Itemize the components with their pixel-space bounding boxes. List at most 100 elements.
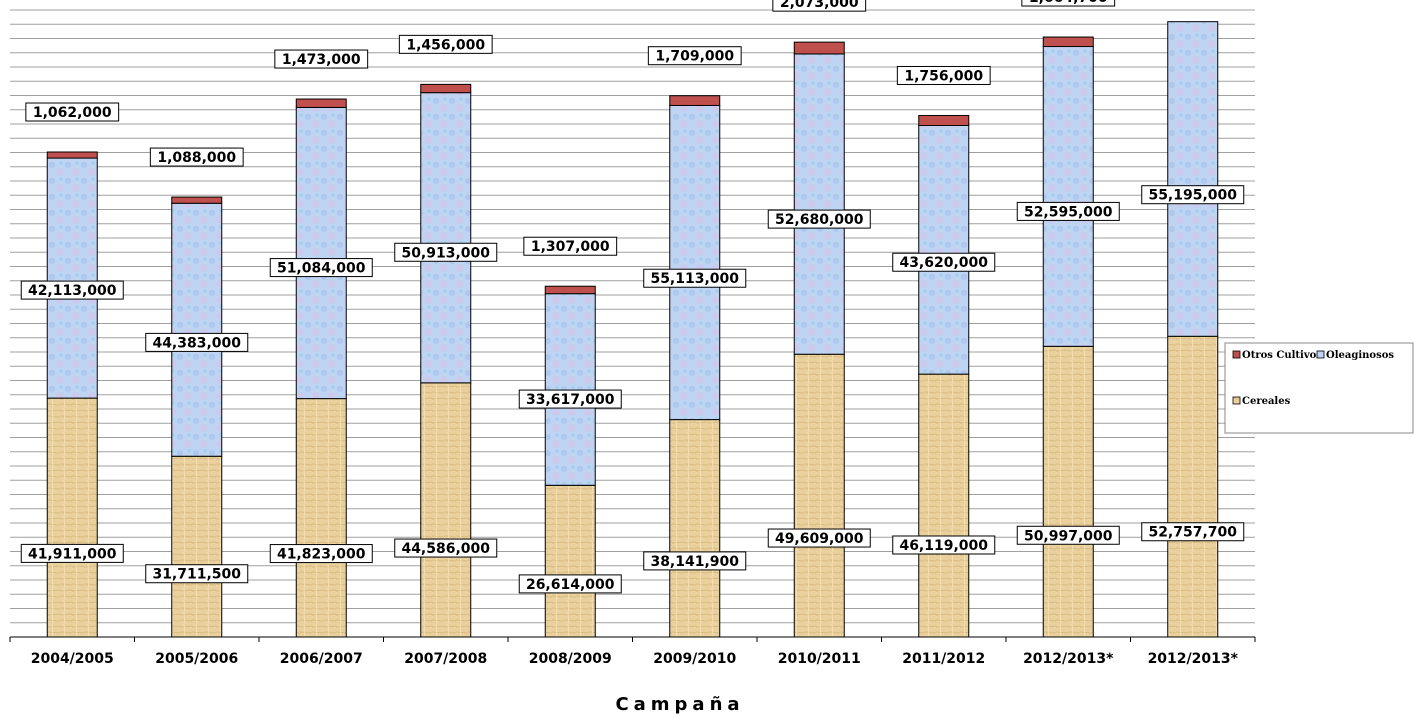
bar-cereales (793, 353, 845, 638)
value-label-cereales-box (767, 528, 871, 548)
value-label-cereales-box (1016, 525, 1120, 545)
bar-oleaginosos (918, 124, 970, 375)
x-tick-label: 2005/2006 (155, 651, 238, 667)
x-tick-label: 2009/2010 (653, 651, 736, 667)
value-label-oleaginosos-box (518, 389, 622, 409)
bar-cereales (544, 484, 596, 638)
value-label-otros-cultivos-box (1021, 0, 1116, 7)
value-label-oleaginosos-box (145, 332, 249, 352)
bar-otros-cultivos (295, 98, 347, 108)
bar-otros-cultivos (669, 95, 721, 106)
bar-oleaginosos (46, 157, 98, 399)
value-label-oleaginosos: 55,113,000 (650, 271, 739, 287)
value-label-oleaginosos: 52,595,000 (1024, 204, 1113, 220)
bar-cereales (1042, 345, 1094, 638)
bar-oleaginosos (669, 104, 721, 421)
bar-oleaginosos (1167, 21, 1219, 337)
value-label-cereales-box (643, 551, 747, 571)
x-axis-title: Campaña (615, 694, 744, 715)
value-label-otros-cultivos-box (647, 46, 742, 66)
value-label-otros-cultivos: 1,456,000 (406, 37, 485, 53)
legend-entry: Otros Cultivos (1242, 350, 1322, 361)
value-label-oleaginosos: 44,383,000 (152, 335, 241, 351)
value-label-otros-cultivos-box (896, 65, 991, 85)
bar-oleaginosos (793, 53, 845, 355)
x-tick-label: 2008/2009 (529, 651, 612, 667)
value-label-otros-cultivos-box (523, 236, 618, 256)
x-tick-label: 2012/2013* (1023, 651, 1114, 667)
x-axis: 2004/2005 2005/2006 2006/2007 2007/2008 2008… (9, 636, 1256, 667)
value-label-cereales-box (1141, 522, 1245, 542)
value-label-otros-cultivos: 1,062,000 (33, 105, 112, 121)
value-label-otros-cultivos: 1,664,700 (1029, 0, 1108, 6)
value-label-otros-cultivos-box (149, 147, 244, 167)
x-tick-label: 2004/2005 (31, 651, 114, 667)
value-label-oleaginosos-box (1016, 201, 1120, 221)
value-label-cereales: 31,711,500 (152, 567, 241, 583)
value-label-cereales: 50,997,000 (1024, 528, 1113, 544)
bar-oleaginosos (1042, 46, 1094, 347)
value-label-cereales-box (394, 538, 498, 558)
value-label-oleaginosos-box (1141, 185, 1245, 205)
value-label-cereales: 41,823,000 (277, 547, 366, 563)
value-label-cereales: 44,586,000 (401, 541, 490, 557)
bar-oleaginosos (295, 106, 347, 400)
value-label-oleaginosos: 50,913,000 (401, 245, 490, 261)
legend: Otros Cultivos Oleaginosos Cereales (1224, 342, 1414, 434)
value-label-cereales: 52,757,700 (1148, 525, 1237, 541)
bar-otros-cultivos (171, 196, 223, 204)
bar-cereales (1167, 335, 1219, 638)
bar-otros-cultivos (793, 41, 845, 55)
value-label-otros-cultivos-box (25, 102, 120, 122)
bar-cereales (420, 382, 472, 638)
bar-oleaginosos (171, 202, 223, 457)
bar-cereales (918, 373, 970, 638)
bars (46, 21, 1219, 638)
legend-swatch (1232, 350, 1241, 359)
bar-otros-cultivos (918, 114, 970, 126)
value-label-oleaginosos-box (892, 252, 996, 272)
bar-otros-cultivos (46, 151, 98, 159)
value-label-oleaginosos: 51,084,000 (277, 261, 366, 277)
x-tick-label: 2011/2012 (902, 651, 985, 667)
value-label-cereales: 41,911,000 (28, 546, 117, 562)
legend-swatch (1232, 396, 1241, 405)
legend-entry: Oleaginosos (1326, 350, 1394, 361)
value-label-oleaginosos-box (269, 258, 373, 278)
x-tick-label: 2010/2011 (778, 651, 861, 667)
value-label-oleaginosos: 55,195,000 (1148, 188, 1237, 204)
bar-cereales (46, 397, 98, 638)
value-label-oleaginosos-box (643, 268, 747, 288)
value-label-otros-cultivos-box (274, 49, 369, 69)
value-label-oleaginosos: 52,680,000 (775, 212, 864, 228)
bar-cereales (669, 419, 721, 638)
value-label-cereales: 38,141,900 (650, 554, 739, 570)
value-label-cereales-box (892, 535, 996, 555)
value-label-otros-cultivos-box (398, 34, 493, 54)
value-label-otros-cultivos: 1,756,000 (904, 68, 983, 84)
value-label-oleaginosos: 42,113,000 (28, 283, 117, 299)
value-label-cereales-box (20, 543, 124, 563)
bar-oleaginosos (544, 293, 596, 486)
bar-otros-cultivos (1042, 36, 1094, 48)
value-label-cereales-box (269, 544, 373, 564)
value-label-oleaginosos: 33,617,000 (526, 392, 615, 408)
value-label-cereales-box (518, 574, 622, 594)
x-tick-label: 2007/2008 (404, 651, 487, 667)
bar-cereales (171, 455, 223, 638)
value-label-oleaginosos-box (767, 209, 871, 229)
x-tick-label: 2012/2013* (1148, 651, 1239, 667)
value-label-cereales-box (145, 564, 249, 584)
value-label-otros-cultivos: 1,709,000 (655, 49, 734, 65)
value-label-otros-cultivos: 1,473,000 (282, 52, 361, 68)
value-labels: 41,911,000 42,113,000 1,062,000 31,711,500 4… (20, 0, 1245, 594)
x-tick-label: 2006/2007 (280, 651, 363, 667)
bar-otros-cultivos (544, 285, 596, 295)
value-label-otros-cultivos-box (772, 0, 867, 12)
value-label-otros-cultivos: 2,073,000 (780, 0, 859, 11)
value-label-cereales: 49,609,000 (775, 531, 864, 547)
value-label-cereales: 46,119,000 (899, 538, 988, 554)
bar-otros-cultivos (420, 83, 472, 94)
value-label-oleaginosos-box (394, 242, 498, 262)
